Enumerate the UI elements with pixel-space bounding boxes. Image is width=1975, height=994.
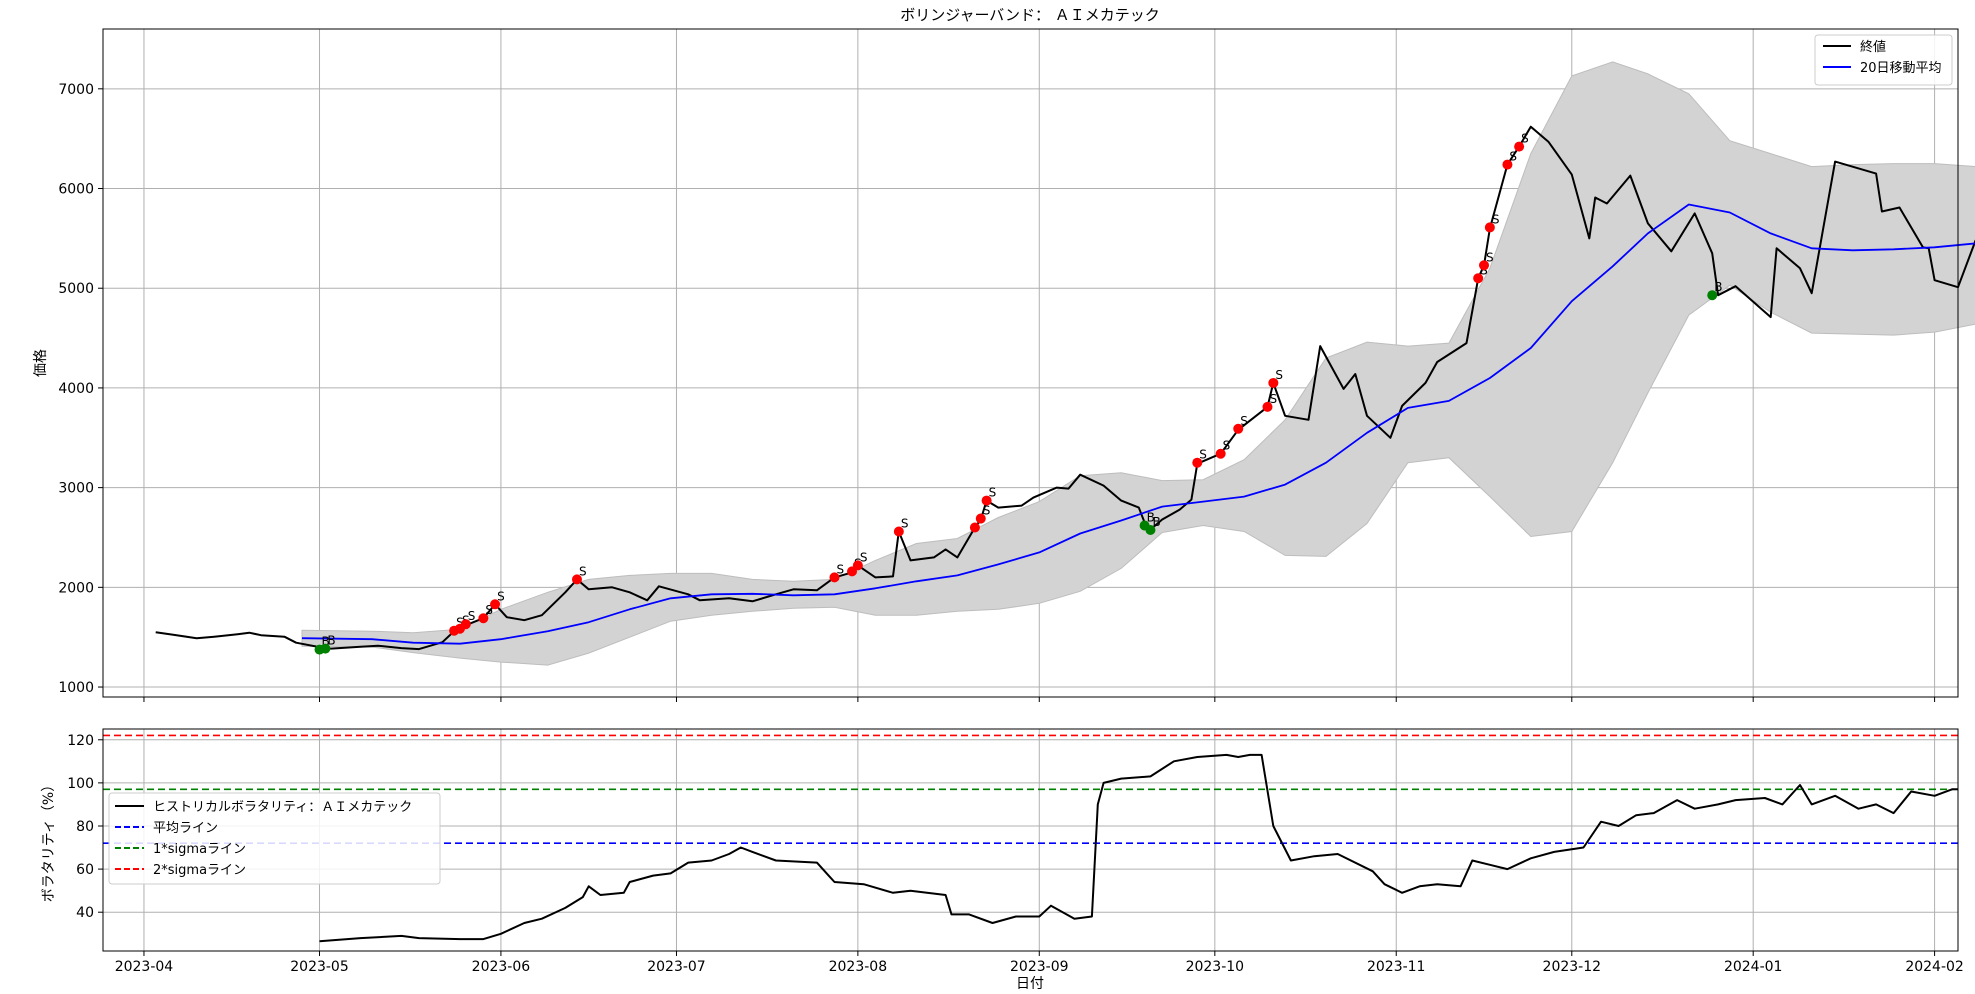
volatility-y-tick-label: 40 [76, 905, 94, 921]
x-tick-label: 2023-10 [1186, 959, 1245, 975]
legend-label-close: 終値 [1860, 39, 1886, 55]
price-legend: 終値 20日移動平均 [1815, 35, 1952, 85]
price-y-tick-label: 2000 [58, 580, 94, 596]
legend-label-1sigma-line: 1*sigmaライン [153, 842, 246, 857]
sell-signal-label: S [989, 486, 997, 500]
legend-label-ma20: 20日移動平均 [1860, 61, 1942, 76]
x-axis-label: 日付 [1016, 976, 1044, 990]
price-y-axis-label: 価格 [33, 349, 49, 377]
volatility-legend: ヒストリカルボラタリティ：ＡＩメカテック 平均ライン 1*sigmaライン 2*… [109, 793, 440, 884]
price-y-tick-label: 5000 [58, 281, 94, 297]
buy-signal-label: B [1714, 280, 1722, 294]
price-y-tick-label: 3000 [58, 481, 94, 497]
x-tick-label: 2024-01 [1724, 959, 1783, 975]
sell-signal-label: S [1223, 439, 1231, 453]
x-tick-label: 2023-07 [647, 959, 706, 975]
sell-signal-label: S [836, 562, 844, 576]
legend-label-hv: ヒストリカルボラタリティ：ＡＩメカテック [153, 800, 412, 815]
sell-signal-label: S [497, 589, 505, 603]
volatility-y-tick-label: 60 [76, 862, 94, 878]
sell-signal-label: S [1199, 448, 1207, 462]
sell-signal-label: S [1275, 368, 1283, 382]
volatility-y-axis-label: ボラタリティ（%） [41, 778, 57, 902]
price-y-tick-label: 7000 [58, 82, 94, 98]
sell-signal-label: S [1240, 414, 1248, 428]
sell-signal-label: S [1492, 212, 1500, 226]
chart-title: ボリンジャーバンド： ＡＩメカテック [900, 6, 1160, 24]
x-tick-label: 2023-04 [115, 959, 174, 975]
sell-signal-label: S [1269, 392, 1277, 406]
x-tick-label: 2023-06 [472, 959, 531, 975]
volatility-y-tick-label: 100 [67, 776, 94, 792]
sell-signal-label: S [860, 550, 868, 564]
x-tick-label: 2023-12 [1543, 959, 1602, 975]
sell-signal-label: S [468, 609, 476, 623]
sell-signal-label: S [1509, 150, 1517, 164]
price-y-tick-label: 6000 [58, 182, 94, 198]
legend-label-mean-line: 平均ライン [153, 821, 218, 836]
price-y-tick-label: 1000 [58, 680, 94, 696]
sell-signal-label: S [983, 504, 991, 518]
buy-signal-label: B [327, 634, 335, 648]
x-tick-label: 2024-02 [1905, 959, 1964, 975]
sell-signal-label: S [579, 564, 587, 578]
volatility-y-tick-label: 80 [76, 819, 94, 835]
x-tick-label: 2023-11 [1367, 959, 1426, 975]
x-tick-label: 2023-05 [290, 959, 349, 975]
x-tick-label: 2023-09 [1010, 959, 1069, 975]
x-tick-label: 2023-08 [829, 959, 888, 975]
sell-signal-label: S [901, 516, 909, 530]
legend-label-2sigma-line: 2*sigmaライン [153, 863, 246, 878]
volatility-y-tick-label: 120 [67, 733, 94, 749]
sell-signal-label: S [1521, 132, 1529, 146]
price-y-tick-label: 4000 [58, 381, 94, 397]
buy-signal-label: B [1152, 515, 1160, 529]
sell-signal-label: S [1486, 250, 1494, 264]
